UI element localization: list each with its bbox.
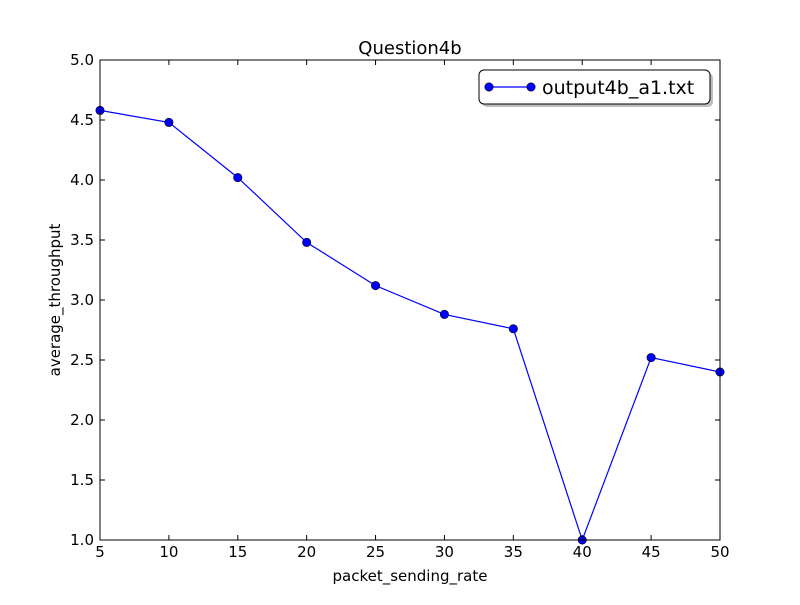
plot-area: 5 10 15 20 25 30 35 40 45 50 1.0 1.5 2.0 2.5 3.0 3.5 4.0… [70, 51, 729, 561]
y-tick-label: 4.0 [70, 171, 94, 189]
legend-label: output4b_a1.txt [542, 77, 694, 99]
y-tick-label: 5.0 [70, 51, 94, 69]
x-tick-label: 15 [228, 543, 247, 561]
data-point [646, 353, 656, 363]
chart-title: Question4b [358, 38, 461, 59]
data-point [439, 309, 449, 319]
x-tick-label: 25 [366, 543, 385, 561]
legend: output4b_a1.txt [478, 69, 713, 107]
legend-box [478, 69, 711, 105]
x-tick-label: 50 [710, 543, 729, 561]
data-point [371, 281, 381, 291]
y-tick-label: 2.0 [70, 411, 94, 429]
legend-marker [484, 82, 494, 92]
x-tick-label: 30 [435, 543, 454, 561]
y-tick-label: 1.5 [70, 471, 94, 489]
data-point [164, 117, 174, 127]
data-point [508, 324, 518, 334]
x-tick-label: 20 [297, 543, 316, 561]
data-point [302, 237, 312, 247]
x-tick-label: 35 [504, 543, 523, 561]
y-axis-label: average_throughput [46, 224, 65, 377]
x-tick-label: 5 [95, 543, 105, 561]
x-axis-label: packet_sending_rate [333, 567, 488, 586]
y-tick-label: 4.5 [70, 111, 94, 129]
x-tick-label: 45 [642, 543, 661, 561]
x-tick-label: 10 [159, 543, 178, 561]
legend-marker [526, 82, 536, 92]
series-line [99, 109, 721, 542]
data-point [233, 173, 243, 183]
y-tick-label: 3.0 [70, 291, 94, 309]
x-tick-label: 40 [573, 543, 592, 561]
y-tick-label: 3.5 [70, 231, 94, 249]
y-tick-label: 2.5 [70, 351, 94, 369]
y-tick-label: 1.0 [70, 531, 94, 549]
